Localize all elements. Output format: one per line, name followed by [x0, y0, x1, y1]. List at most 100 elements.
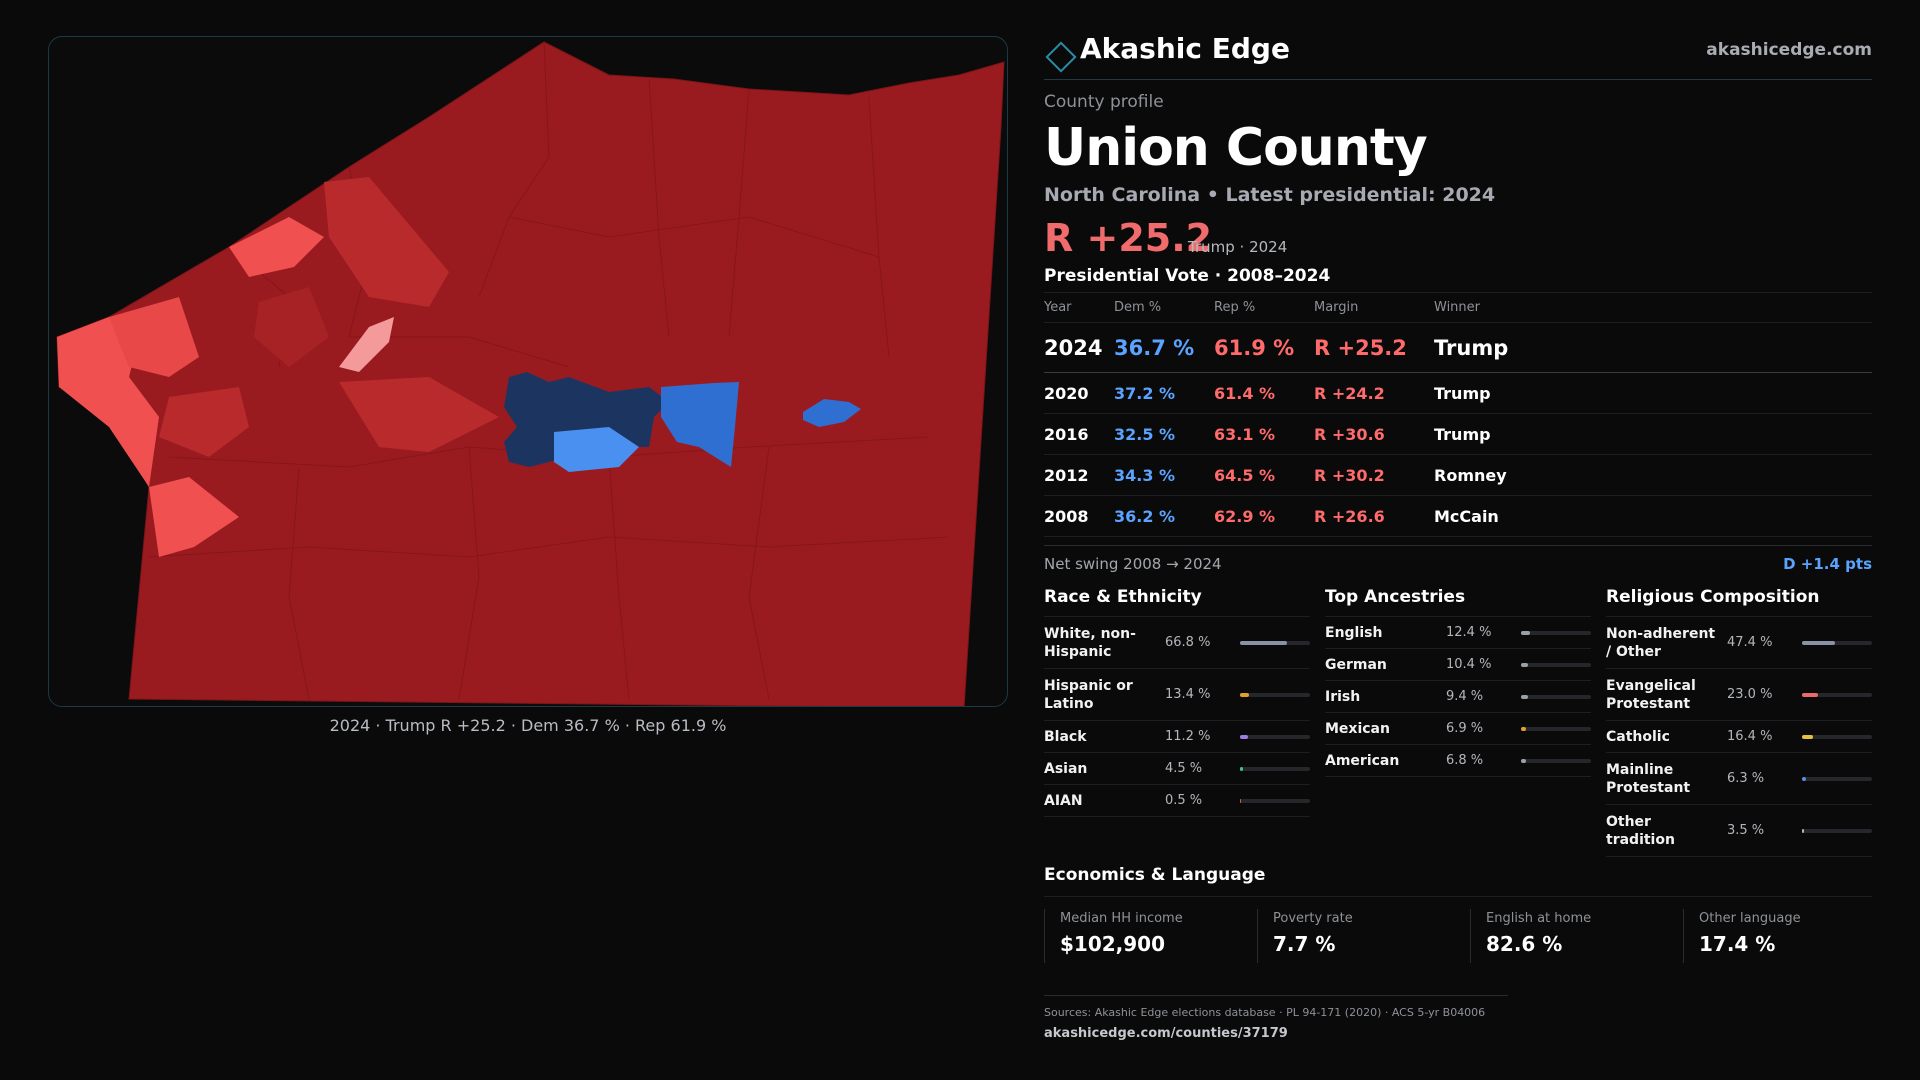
precinct-rep-light-3[interactable]	[229, 217, 324, 277]
econ-card-other-language: Other language 17.4 %	[1683, 909, 1879, 963]
demographic-bar-fill	[1802, 829, 1805, 833]
row-year: 2012	[1044, 454, 1114, 496]
brand-url[interactable]: akashicedge.com	[1706, 40, 1872, 60]
precinct-dem-mid-2[interactable]	[803, 399, 861, 427]
table-row[interactable]: 2016 32.5 % 63.1 % R +30.6 Trump	[1044, 413, 1872, 455]
eyebrow-label: County profile	[1044, 92, 1164, 112]
row-winner: Trump	[1434, 413, 1872, 455]
demographic-bar-track	[1802, 829, 1872, 833]
demographic-bar-fill	[1240, 735, 1248, 739]
demographic-column: Top Ancestries English 12.4 % German 10.4 % I…	[1325, 587, 1591, 777]
headline-margin: R +25.2 Trump · 2024	[1044, 216, 1872, 260]
demographic-bar-track	[1240, 767, 1310, 771]
economics-title: Economics & Language	[1044, 865, 1266, 885]
demographic-value: 13.4 %	[1165, 687, 1211, 702]
col-winner: Winner	[1434, 292, 1872, 323]
row-rep: 63.1 %	[1214, 413, 1314, 455]
county-profile-panel: Akashic Edge akashicedge.com County prof…	[1044, 30, 1872, 857]
demographic-value: 9.4 %	[1446, 689, 1484, 704]
precinct-rep-light-2[interactable]	[149, 477, 239, 557]
row-winner: Romney	[1434, 454, 1872, 496]
demographic-name: White, non-Hispanic	[1044, 626, 1136, 660]
presidential-vote-table: Year Dem % Rep % Margin Winner 2024 36.7…	[1044, 292, 1872, 537]
demographic-bar-track	[1802, 641, 1872, 645]
list-item: Other tradition 3.5 %	[1606, 805, 1872, 857]
table-row[interactable]: 2024 36.7 % 61.9 % R +25.2 Trump	[1044, 322, 1872, 373]
demographic-bar-track	[1802, 693, 1872, 697]
list-item: Mainline Protestant 6.3 %	[1606, 753, 1872, 805]
demographics-section: Race & Ethnicity White, non-Hispanic 66.8 …	[1044, 587, 1872, 857]
col-margin: Margin	[1314, 292, 1434, 323]
page-title: Union County	[1044, 118, 1428, 178]
margin-subtext: Trump · 2024	[1188, 238, 1288, 256]
table-row[interactable]: 2012 34.3 % 64.5 % R +30.2 Romney	[1044, 454, 1872, 496]
demographic-name: Asian	[1044, 761, 1088, 777]
econ-value: 17.4 %	[1699, 932, 1776, 956]
demographic-name: German	[1325, 657, 1387, 673]
precinct-rep-mid-1[interactable]	[324, 177, 449, 307]
table-row[interactable]: 2020 37.2 % 61.4 % R +24.2 Trump	[1044, 372, 1872, 414]
demographic-bar-track	[1802, 777, 1872, 781]
brand-name[interactable]: Akashic Edge	[1080, 32, 1290, 65]
precinct-dem-light-1[interactable]	[554, 427, 639, 472]
demographic-name: English	[1325, 625, 1383, 641]
econ-card-poverty: Poverty rate 7.7 %	[1257, 909, 1453, 963]
demographic-name: Evangelical Protestant	[1606, 678, 1696, 712]
precinct-dem-mid-1[interactable]	[661, 382, 739, 467]
demographic-bar-track	[1521, 727, 1591, 731]
econ-card-english: English at home 82.6 %	[1470, 909, 1666, 963]
demographic-name: Non-adherent / Other	[1606, 626, 1716, 660]
demographic-bar-fill	[1240, 693, 1250, 697]
row-rep: 62.9 %	[1214, 495, 1314, 537]
footer-url[interactable]: akashicedge.com/counties/37179	[1044, 1026, 1288, 1041]
row-year: 2020	[1044, 372, 1114, 414]
row-rep: 64.5 %	[1214, 454, 1314, 496]
demographic-value: 0.5 %	[1165, 793, 1203, 808]
precinct-map-svg[interactable]	[49, 37, 1008, 707]
precinct-rep-light-4[interactable]	[109, 297, 199, 377]
table-row[interactable]: 2008 36.2 % 62.9 % R +26.6 McCain	[1044, 495, 1872, 537]
demographic-bar-track	[1240, 735, 1310, 739]
demographic-bar-fill	[1521, 663, 1529, 667]
economics-cards: Median HH income $102,900 Poverty rate 7…	[1044, 896, 1872, 970]
row-margin: R +25.2	[1314, 322, 1434, 373]
row-margin: R +30.2	[1314, 454, 1434, 496]
row-rep: 61.4 %	[1214, 372, 1314, 414]
row-margin: R +24.2	[1314, 372, 1434, 414]
demographic-bar-fill	[1802, 693, 1819, 697]
list-item: American 6.8 %	[1325, 745, 1591, 777]
demographic-value: 12.4 %	[1446, 625, 1492, 640]
econ-label: Other language	[1699, 911, 1801, 926]
presidential-vote-title: Presidential Vote · 2008–2024	[1044, 266, 1331, 286]
precinct-rep-mid-4[interactable]	[254, 287, 329, 367]
econ-value: $102,900	[1060, 932, 1166, 956]
demographic-bar-fill	[1240, 641, 1287, 645]
precinct-rep-mid-3[interactable]	[159, 387, 249, 457]
econ-label: English at home	[1486, 911, 1592, 926]
demographic-value: 23.0 %	[1727, 687, 1773, 702]
row-dem: 32.5 %	[1114, 413, 1214, 455]
precinct-map[interactable]	[48, 36, 1008, 707]
econ-value: 82.6 %	[1486, 932, 1563, 956]
demographic-column: Religious Composition Non-adherent / Othe…	[1606, 587, 1872, 857]
row-dem: 36.7 %	[1114, 322, 1214, 373]
net-swing-value: D +1.4 pts	[1783, 555, 1872, 573]
footer-sources: Sources: Akashic Edge elections database…	[1044, 1006, 1486, 1019]
demographic-bar-track	[1240, 799, 1310, 803]
precinct-rep-mid-2[interactable]	[339, 377, 499, 452]
demographic-value: 16.4 %	[1727, 729, 1773, 744]
precinct-rep-pale-1[interactable]	[339, 317, 394, 372]
econ-card-income: Median HH income $102,900	[1044, 909, 1240, 963]
map-caption: 2024 · Trump R +25.2 · Dem 36.7 % · Rep …	[329, 716, 727, 735]
demographic-value: 6.3 %	[1727, 771, 1765, 786]
row-year: 2024	[1044, 322, 1114, 373]
demographic-bar-track	[1521, 631, 1591, 635]
diamond-icon	[1045, 41, 1077, 73]
row-year: 2008	[1044, 495, 1114, 537]
demographic-bar-track	[1521, 759, 1591, 763]
demographic-name: Hispanic or Latino	[1044, 678, 1133, 712]
row-rep: 61.9 %	[1214, 322, 1314, 373]
precinct-rep-light-1[interactable]	[57, 317, 159, 487]
list-item: German 10.4 %	[1325, 649, 1591, 681]
col-year: Year	[1044, 292, 1114, 323]
